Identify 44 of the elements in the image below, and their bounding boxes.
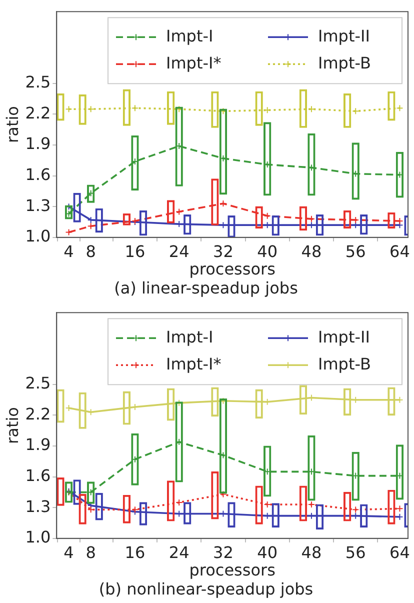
- y-tick-label: 1.9: [25, 134, 51, 154]
- x-tick-label: 8: [86, 543, 96, 562]
- x-tick-label: 48: [301, 543, 322, 562]
- y-tick-label: 2.5: [25, 72, 51, 92]
- y-tick-label: 1.3: [25, 196, 51, 215]
- text: (b) nonlinear-speadup jobs: [98, 580, 314, 599]
- legend-label: Impt-I: [166, 327, 214, 346]
- x-tick-label: 16: [124, 242, 146, 262]
- x-axis-title: processors: [189, 259, 276, 278]
- x-tick-label: 32: [213, 242, 234, 262]
- text: (a) linear-speadup jobs: [114, 278, 298, 298]
- y-tick-label: 1.6: [25, 164, 51, 184]
- y-tick-label: 1.0: [25, 226, 51, 246]
- x-tick-label: 24: [168, 242, 190, 262]
- legend-label: Impt-II: [318, 26, 370, 46]
- x-tick-label: 4: [64, 543, 74, 562]
- x-tick-label: 32: [213, 543, 234, 562]
- legend-label: Impt-B: [318, 354, 371, 374]
- y-axis-title: ratio: [2, 407, 22, 444]
- x-tick-label: 56: [345, 242, 366, 262]
- y-tick-label: 1.9: [25, 435, 51, 454]
- x-tick-label: 48: [301, 242, 322, 262]
- x-tick-label: 8: [86, 242, 96, 262]
- y-tick-label: 2.2: [25, 404, 51, 424]
- x-tick-label: 4: [64, 242, 74, 262]
- y-tick-label: 1.0: [25, 528, 51, 547]
- x-tick-label: 64: [390, 543, 410, 562]
- x-tick-label: 56: [345, 543, 366, 562]
- x-tick-label: 40: [257, 543, 278, 562]
- y-tick-label: 2.2: [25, 103, 51, 122]
- legend-label: Impt-I*: [166, 354, 222, 374]
- legend-label: Impt-I: [166, 26, 214, 46]
- x-tick-label: 24: [168, 543, 190, 562]
- y-tick-label: 1.3: [25, 496, 51, 516]
- legend-label: Impt-B: [318, 53, 371, 72]
- x-tick-label: 40: [257, 242, 278, 262]
- y-tick-label: 2.5: [25, 374, 51, 393]
- y-tick-label: 1.6: [25, 466, 51, 485]
- x-tick-label: 64: [390, 242, 410, 262]
- x-axis-title: processors: [189, 560, 276, 580]
- legend-label: Impt-II: [318, 327, 370, 346]
- y-axis-title: ratio: [2, 106, 22, 143]
- x-tick-label: 16: [124, 543, 146, 562]
- legend-label: Impt-I*: [166, 53, 222, 72]
